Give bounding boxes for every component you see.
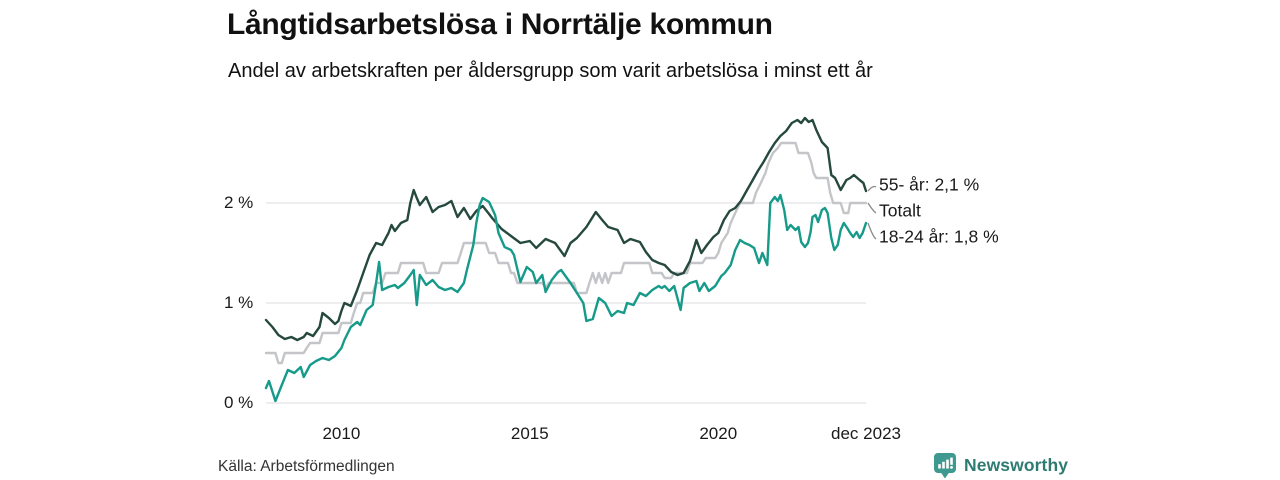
x-tick-label: 2010 xyxy=(322,424,361,443)
y-tick-label: 1 % xyxy=(224,293,254,312)
x-tick-label: dec 2023 xyxy=(831,424,901,443)
x-tick-label: 2015 xyxy=(510,424,549,443)
y-tick-label: 0 % xyxy=(224,393,254,412)
series-line-55- år xyxy=(264,116,868,342)
newsworthy-wordmark: Newsworthy xyxy=(964,454,1069,475)
legend-label-18-24 år: 18-24 år: 1,8 % xyxy=(879,226,999,247)
page-title: Långtidsarbetslösa i Norrtälje kommun xyxy=(227,8,773,41)
series-line-Totalt xyxy=(264,141,868,365)
legend-connector xyxy=(867,222,877,240)
x-tick-label: 2020 xyxy=(699,424,738,443)
newsworthy-icon xyxy=(934,452,956,478)
legend-label-55- år: 55- år: 2,1 % xyxy=(879,174,980,195)
legend-connector xyxy=(867,202,877,214)
newsworthy-logo: Newsworthy xyxy=(933,451,1068,479)
y-tick-label: 2 % xyxy=(224,193,254,212)
chart-subtitle: Andel av arbetskraften per åldersgrupp s… xyxy=(228,60,873,82)
legend-label-Totalt: Totalt xyxy=(879,200,921,221)
series-line-18-24 år xyxy=(264,193,868,403)
source-caption: Källa: Arbetsförmedlingen xyxy=(218,458,395,475)
legend-connector xyxy=(867,185,877,192)
